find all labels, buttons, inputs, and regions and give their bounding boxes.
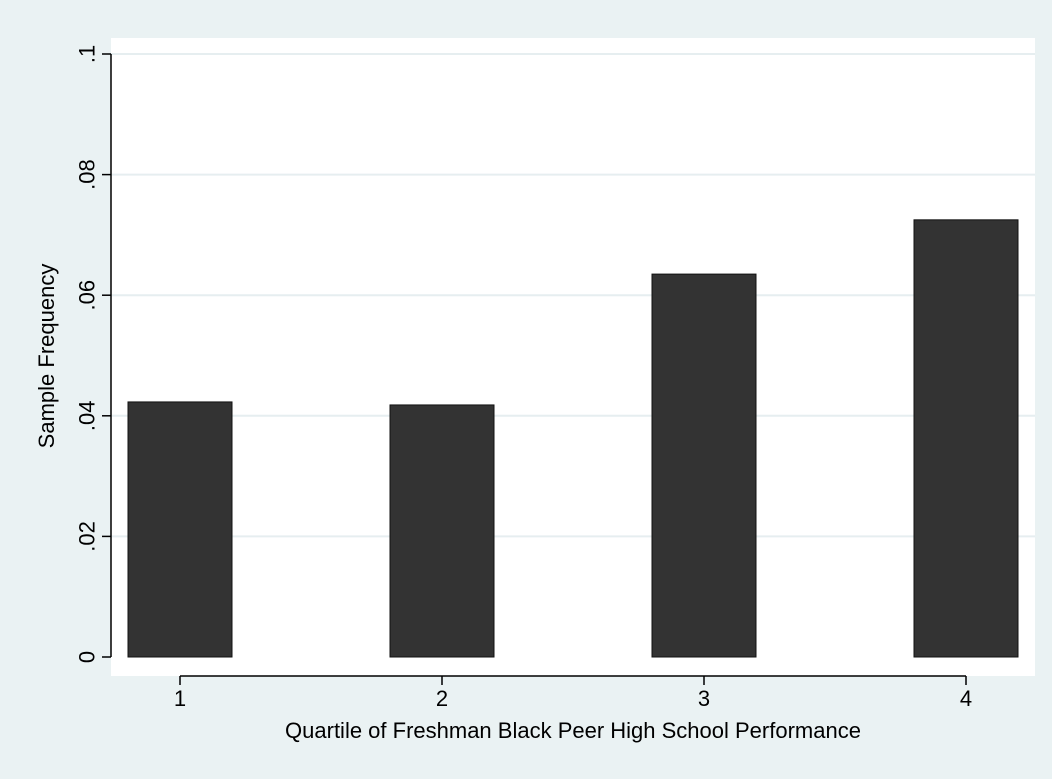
plot-area [111, 38, 1035, 676]
bar-1 [127, 401, 233, 658]
bar-3 [651, 273, 757, 658]
y-tick-label: .06 [75, 280, 100, 311]
x-tick-label: 1 [174, 686, 186, 711]
y-axis-label: Sample Frequency [34, 264, 59, 449]
bars [127, 219, 1019, 658]
x-tick-label: 4 [960, 686, 972, 711]
y-tick-label: .08 [75, 159, 100, 190]
y-tick-label: 0 [75, 651, 100, 663]
bar-4 [913, 219, 1019, 658]
axes [110, 54, 966, 677]
tick-labels: 0 .02 .04 .06 .08 .1 1 2 3 4 [75, 45, 973, 711]
x-tick-label: 3 [698, 686, 710, 711]
y-tick-label: .02 [75, 521, 100, 552]
gridlines [111, 53, 1035, 538]
x-tick-label: 2 [436, 686, 448, 711]
bar-2 [389, 404, 495, 658]
y-tick-label: .04 [75, 401, 100, 432]
y-tick-label: .1 [75, 45, 100, 63]
x-axis-label: Quartile of Freshman Black Peer High Sch… [285, 718, 861, 743]
